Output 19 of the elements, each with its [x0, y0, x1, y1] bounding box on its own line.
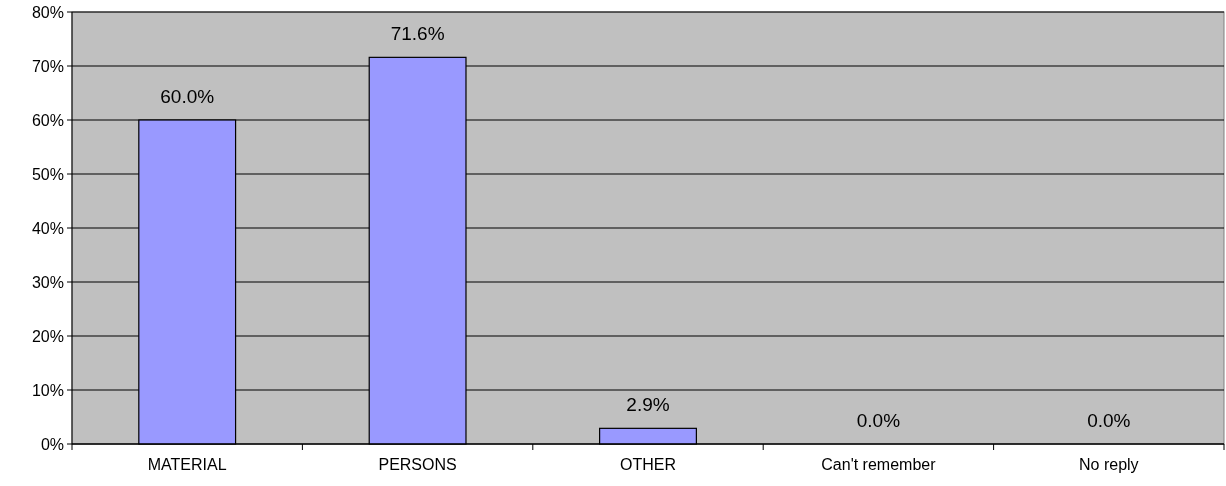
y-tick-label: 60%: [31, 111, 64, 129]
data-label: 0.0%: [856, 410, 901, 431]
y-tick-label: 10%: [31, 381, 64, 399]
y-tick-label: 70%: [31, 57, 64, 75]
y-tick-label: 0%: [40, 435, 64, 453]
x-tick-label: OTHER: [620, 456, 676, 473]
data-label: 2.9%: [626, 394, 670, 416]
y-tick-label: 50%: [31, 165, 64, 183]
data-label: 71.6%: [390, 23, 445, 45]
y-tick-label: 20%: [31, 327, 64, 345]
y-tick-label: 40%: [31, 219, 64, 237]
x-tick-label: MATERIAL: [147, 456, 227, 473]
x-tick-label: PERSONS: [378, 456, 457, 473]
data-label: 60.0%: [160, 86, 215, 107]
y-tick-label: 30%: [31, 273, 64, 291]
x-tick-label: No reply: [1079, 456, 1139, 473]
y-tick-label: 80%: [31, 3, 64, 21]
data-label: 0.0%: [1087, 410, 1131, 431]
x-tick-label: Can't remember: [821, 456, 937, 473]
